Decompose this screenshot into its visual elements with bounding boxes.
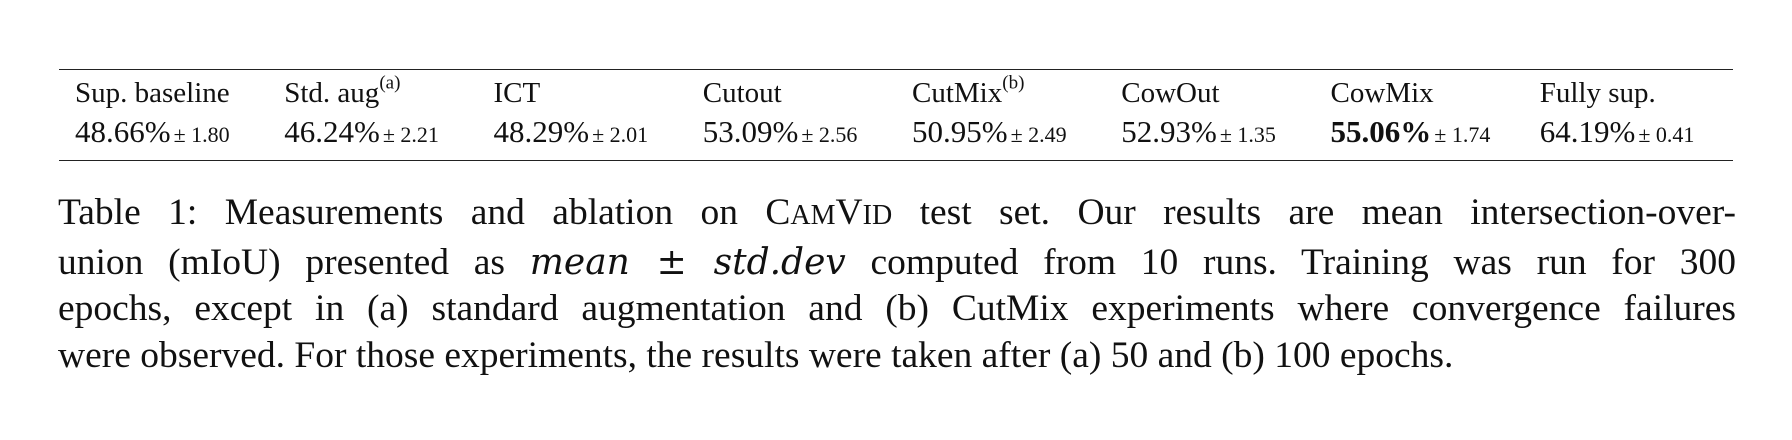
caption-label: Table 1:	[58, 192, 198, 233]
header-cell: Fully sup.	[1539, 77, 1656, 109]
value-cell: 46.24% ± 2.21	[284, 114, 439, 149]
header-cell: Cutout	[702, 77, 782, 109]
header-cell: CowOut	[1121, 77, 1220, 109]
header-cell: Sup. baseline	[75, 77, 230, 109]
value-cell: 50.95% ± 2.49	[912, 114, 1067, 149]
value-cell: 48.29% ± 2.01	[493, 114, 649, 149]
value-cell: 52.93% ± 1.35	[1121, 114, 1276, 149]
math-expression: mean ± std.dev	[529, 241, 846, 283]
value-cell: 64.19% ± 0.41	[1539, 114, 1695, 149]
table-caption: Table 1: Measurements and ablation on CA…	[58, 190, 1736, 379]
caption-line: union (mIoU) presented as mean ± std.dev…	[58, 241, 1737, 283]
value-cell-best: 55.06% ± 1.74	[1330, 114, 1491, 149]
table-values-row: 48.66% ± 1.80 46.24% ± 2.21 48.29% ± 2.01 5…	[59, 112, 1733, 155]
caption-line: Table 1: Measurements and ablation on CA…	[58, 192, 1737, 233]
header-cell: Std. aug(a)	[284, 72, 401, 109]
results-table: Sup. baseline Std. aug(a) ICT Cutout Cut…	[59, 69, 1733, 161]
header-cell: CowMix	[1330, 77, 1434, 109]
caption-line: epochs, except in (a) standard augmentat…	[58, 288, 1736, 329]
header-cell: CutMix(b)	[912, 72, 1025, 109]
dataset-name: CAMVID	[765, 192, 893, 233]
value-cell: 53.09% ± 2.56	[702, 114, 858, 149]
table-header-row: Sup. baseline Std. aug(a) ICT Cutout Cut…	[59, 74, 1733, 112]
caption-line: were observed. For those experiments, th…	[58, 334, 1454, 376]
header-cell: ICT	[493, 77, 541, 109]
value-cell: 48.66% ± 1.80	[75, 114, 230, 149]
